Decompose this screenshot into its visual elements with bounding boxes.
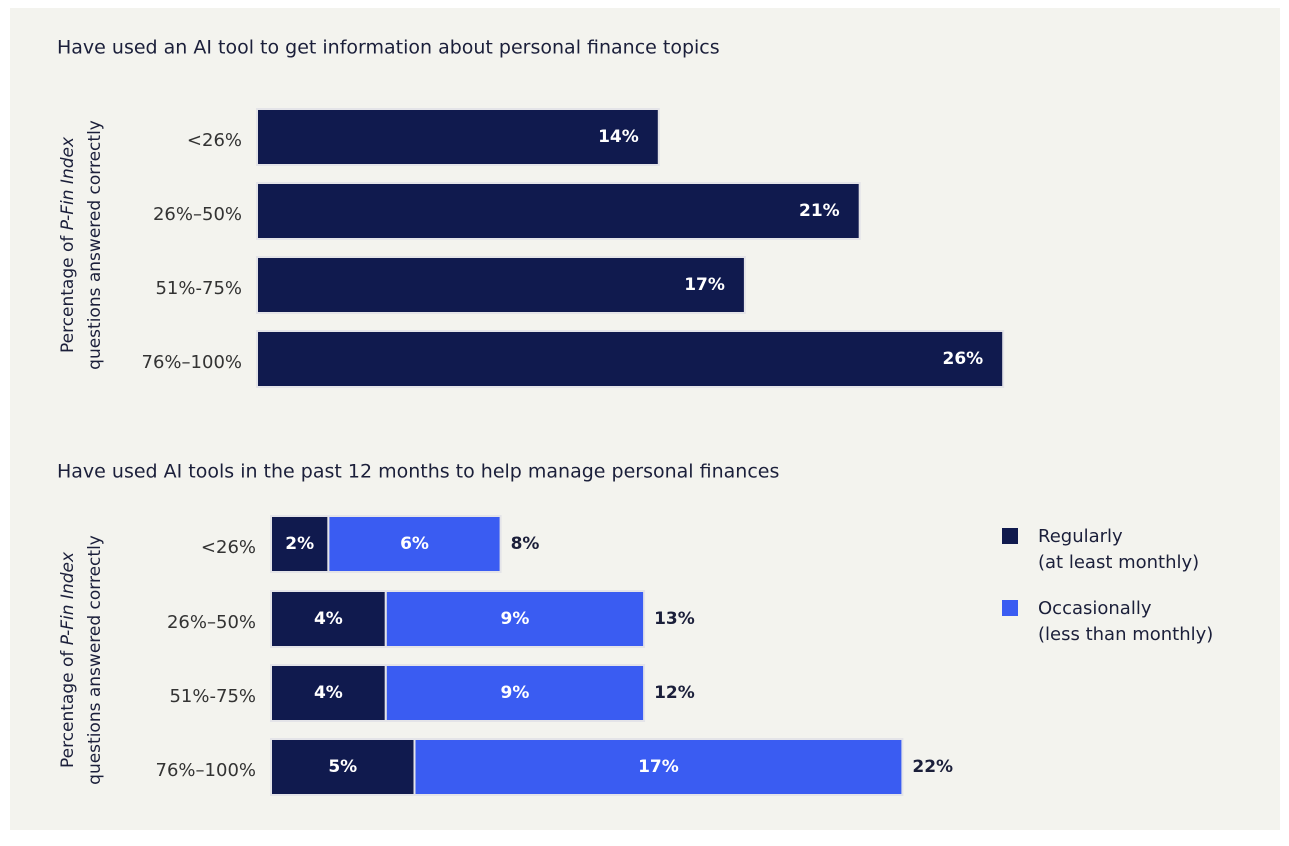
legend-sublabel: (at least monthly) xyxy=(1038,552,1199,573)
legend-swatch xyxy=(1002,528,1018,544)
bar-segment xyxy=(384,590,646,648)
chart-title: Have used AI tools in the past 12 months… xyxy=(57,461,779,483)
y-axis-label-part: P-Fin Index xyxy=(58,136,78,230)
bar-segment xyxy=(270,515,330,573)
y-axis-label-part: Percentage of xyxy=(58,645,78,768)
total-label: 12% xyxy=(654,683,695,703)
category-label: <26% xyxy=(201,537,256,558)
y-axis-label-part: P-Fin Index xyxy=(58,551,78,645)
category-label: 51%-75% xyxy=(169,686,256,707)
legend-swatch xyxy=(1002,600,1018,616)
value-label: 6% xyxy=(400,534,429,554)
category-label: <26% xyxy=(187,130,242,151)
total-label: 13% xyxy=(654,609,695,629)
category-label: 51%-75% xyxy=(155,278,242,299)
value-label: 2% xyxy=(285,534,314,554)
value-label: 5% xyxy=(328,757,357,777)
category-label: 26%–50% xyxy=(167,612,256,633)
value-label: 4% xyxy=(314,609,343,629)
total-label: 8% xyxy=(511,534,540,554)
bar-segment xyxy=(327,515,502,573)
legend-label: Regularly xyxy=(1038,526,1123,547)
chart-title: Have used an AI tool to get information … xyxy=(57,37,720,59)
legend-label: Occasionally xyxy=(1038,598,1152,619)
y-axis-label-part: Percentage of xyxy=(58,230,78,353)
value-label: 26% xyxy=(942,349,983,369)
bar-segment xyxy=(384,664,646,722)
bar-segment xyxy=(270,590,387,648)
bar xyxy=(256,256,746,314)
value-label: 4% xyxy=(314,683,343,703)
y-axis-label-line: questions answered correctly xyxy=(85,535,105,785)
value-label: 17% xyxy=(638,757,679,777)
y-axis-label-line: questions answered correctly xyxy=(85,120,105,370)
category-label: 76%–100% xyxy=(142,352,242,373)
category-label: 26%–50% xyxy=(153,204,242,225)
y-axis-label: Percentage of P-Fin Index questions answe… xyxy=(58,120,105,370)
bar-segment xyxy=(270,664,387,722)
value-label: 17% xyxy=(684,275,725,295)
y-axis-label: Percentage of P-Fin Index questions answe… xyxy=(58,535,105,785)
bar xyxy=(256,330,1005,388)
bar xyxy=(256,182,861,240)
value-label: 9% xyxy=(501,609,530,629)
legend-sublabel: (less than monthly) xyxy=(1038,624,1213,645)
total-label: 22% xyxy=(912,757,953,777)
value-label: 21% xyxy=(799,201,840,221)
value-label: 14% xyxy=(598,127,639,147)
bar xyxy=(256,108,660,166)
value-label: 9% xyxy=(501,683,530,703)
y-axis-label-line: Percentage of P-Fin Index xyxy=(58,136,78,353)
category-label: 76%–100% xyxy=(156,760,256,781)
y-axis-label-line: Percentage of P-Fin Index xyxy=(58,551,78,768)
bar-segment xyxy=(413,738,904,796)
